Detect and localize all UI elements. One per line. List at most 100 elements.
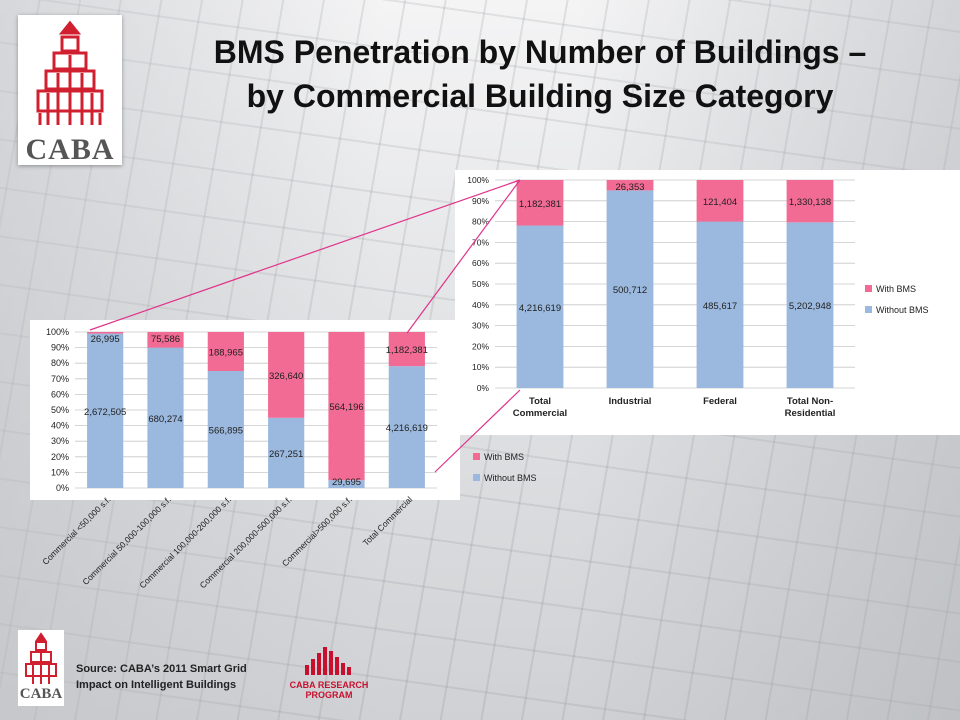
data-label-without-bms: 4,216,619 [386,423,428,434]
data-label-without-bms: 500,712 [613,285,647,296]
source-line-2: Impact on Intelligent Buildings [76,679,237,691]
y-tick-label: 80% [472,217,489,227]
y-tick-label: 10% [472,362,489,372]
title-line-2: by Commercial Building Size Category [246,78,834,114]
data-label-with-bms: 1,330,138 [789,197,831,208]
y-tick-label: 70% [472,237,489,247]
data-label-without-bms: 2,672,505 [84,407,126,418]
bar-without-bms [207,371,244,488]
legend-swatch [865,285,872,292]
bar-without-bms [328,480,365,488]
chart-legend: With BMS Without BMS [865,284,929,315]
bar-without-bms [786,222,834,388]
data-label-with-bms: 75,586 [151,334,180,345]
data-label-without-bms: 566,895 [209,426,243,437]
bar-with-bms [606,180,654,191]
legend-label: With BMS [484,452,524,462]
y-tick-label: 20% [472,341,489,351]
data-label-with-bms: 26,995 [91,334,120,345]
title-line-1: BMS Penetration by Number of Buildings – [213,34,867,70]
data-label-without-bms: 4,216,619 [519,303,561,314]
y-tick-label: 50% [472,279,489,289]
caba-tower-icon [36,20,104,125]
bar-with-bms [147,332,184,348]
bar-without-bms [388,366,425,488]
data-label-with-bms: 188,965 [209,348,243,359]
y-tick-label: 60% [51,389,69,399]
source-note: Source: CABA’s 2011 Smart Grid Impact on… [76,661,276,693]
bar-with-bms [786,180,834,223]
bar-with-bms [516,180,564,226]
program-line-1: CABA RESEARCH [289,680,369,690]
bar-without-bms [516,225,564,388]
y-tick-label: 20% [51,452,69,462]
y-tick-label: 100% [467,175,489,185]
bar-with-bms [696,180,744,222]
caba-logo-text: CABA [25,133,115,166]
x-category-label: Total Non- [787,396,833,407]
connector-top-left [89,179,521,331]
bar-without-bms [268,417,305,488]
x-category-label: Commercial>500,000 s.f. [280,494,354,568]
bar-without-bms [606,190,654,388]
data-label-without-bms: 485,617 [703,301,737,312]
right-chart: 0% 10% 20% 30% 40% 50% 60% 70% 80% 90% 100% 4,216,6… [467,175,928,419]
legend-swatch [473,474,480,481]
caba-logo: CABA [18,15,122,166]
bar-without-bms [147,347,184,488]
bar-with-bms [207,332,244,371]
x-category-label: Commercial [513,408,567,419]
y-tick-label: 70% [51,374,69,384]
y-tick-label: 60% [472,258,489,268]
x-category-label: Commercial <50,000 s.f. [40,494,112,566]
x-category-label: Total [529,396,551,407]
x-category-label: Federal [703,396,737,407]
y-tick-label: 30% [51,436,69,446]
data-label-with-bms: 121,404 [703,197,737,208]
bar-with-bms [328,332,365,481]
y-tick-label: 100% [46,327,69,337]
bar-with-bms [87,332,124,334]
data-label-without-bms: 680,274 [148,414,182,425]
source-line-1: Source: CABA’s 2011 Smart Grid [76,663,247,675]
program-line-2: PROGRAM [305,690,353,700]
x-category-label: Industrial [609,396,652,407]
y-tick-label: 50% [51,405,69,415]
caba-research-program-logo: CABA RESEARCH PROGRAM [284,645,374,700]
legend-label: With BMS [876,284,916,294]
left-chart: 0% 10% 20% 30% 40% 50% 60% 70% 80% 90% 100% 2,672,5… [40,327,536,590]
y-tick-label: 80% [51,358,69,368]
chart-legend: With BMS Without BMS [473,452,537,483]
legend-label: Without BMS [484,473,537,483]
slide-title: BMS Penetration by Number of Buildings –… [140,30,940,118]
legend-swatch [473,453,480,460]
bar-with-bms [268,332,305,418]
bar-with-bms [388,332,425,367]
footer-caba-logo: CABA [18,630,64,706]
data-label-without-bms: 267,251 [269,449,303,460]
legend-label: Without BMS [876,305,929,315]
y-tick-label: 40% [472,300,489,310]
footer-logo-text: CABA [19,686,63,702]
data-label-with-bms: 26,353 [615,182,644,193]
connector-lines [89,179,521,473]
data-label-with-bms: 326,640 [269,371,303,382]
y-tick-label: 90% [51,343,69,353]
y-tick-label: 0% [56,483,69,493]
data-label-with-bms: 1,182,381 [386,345,428,356]
bar-without-bms [696,221,744,388]
data-label-with-bms: 1,182,381 [519,199,561,210]
skyline-icon [305,647,351,675]
y-tick-label: 30% [472,321,489,331]
y-tick-label: 90% [472,196,489,206]
connector-bottom [434,389,521,473]
data-label-without-bms: 5,202,948 [789,301,831,312]
connector-top-right [406,179,521,334]
legend-swatch [865,306,872,313]
x-category-label: Total Commercial [361,494,415,548]
y-tick-label: 10% [51,467,69,477]
y-tick-label: 0% [477,383,490,393]
data-label-with-bms: 564,196 [329,402,363,413]
data-label-without-bms: 29,695 [332,477,361,488]
